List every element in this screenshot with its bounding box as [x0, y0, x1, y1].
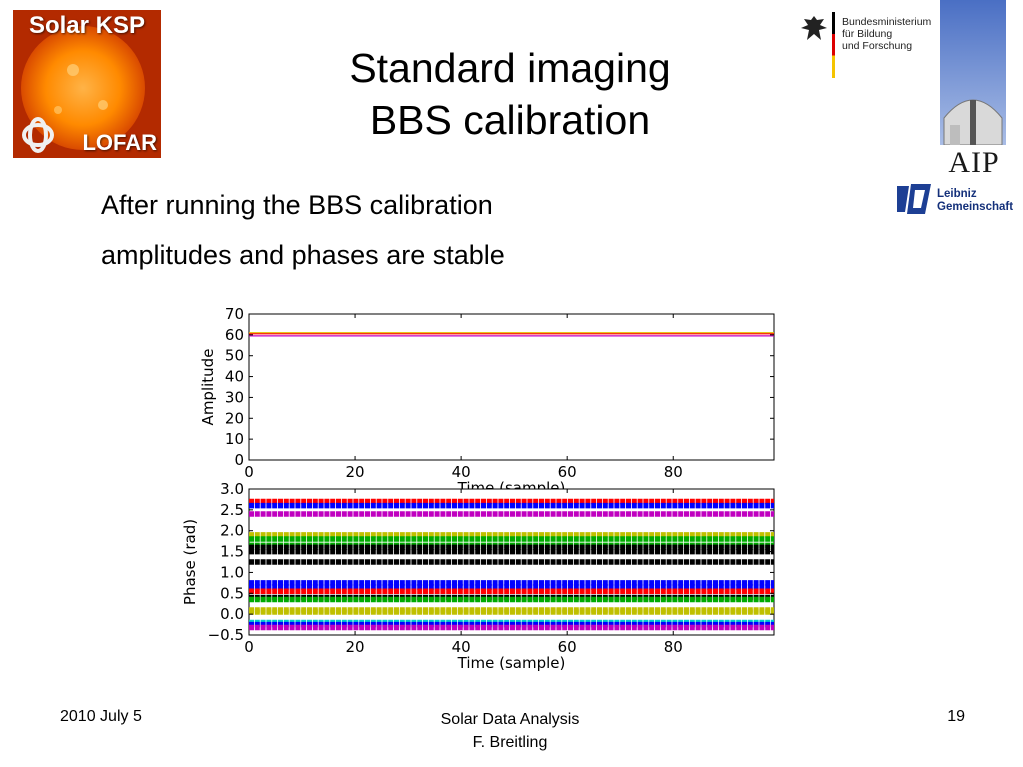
- x-tick-label: 40: [452, 638, 471, 656]
- title-line-1: Standard imaging: [349, 45, 671, 91]
- footer-page-number: 19: [947, 708, 965, 725]
- x-tick-label: 60: [558, 463, 577, 481]
- x-tick-label: 60: [558, 638, 577, 656]
- y-tick-label: 30: [225, 388, 244, 406]
- footer-title: Solar Data Analysis: [440, 711, 580, 728]
- bmbf-line-3: und Forschung: [842, 40, 913, 52]
- body-text-line-2: amplitudes and phases are stable: [101, 240, 505, 270]
- y-tick-label: 50: [225, 347, 244, 365]
- y-tick-label: 2.0: [220, 522, 244, 540]
- y-tick-label: 2.5: [220, 501, 244, 519]
- leibniz-mark-icon: [897, 184, 931, 214]
- title-line-2: BBS calibration: [369, 97, 651, 143]
- y-tick-label: 60: [225, 326, 244, 344]
- x-tick-label: 40: [452, 463, 471, 481]
- x-tick-label: 20: [346, 463, 365, 481]
- plot-area-1: [248, 313, 775, 461]
- sun-image-icon: [13, 10, 161, 158]
- slide-title: Standard imaging BBS calibration: [300, 42, 720, 146]
- y-tick-label: 40: [225, 368, 244, 386]
- footer-date: 2010 July 5: [60, 708, 142, 725]
- logo-subtitle: LOFAR: [82, 130, 157, 155]
- observatory-icon: [940, 0, 1006, 146]
- x-tick-label: 20: [346, 638, 365, 656]
- aip-label: AIP: [948, 146, 1000, 179]
- logo-title: Solar KSP: [28, 12, 146, 39]
- body-text-line-1: After running the BBS calibration: [101, 190, 493, 220]
- bmbf-text: Bundesministerium für Bildung und Forsch…: [842, 16, 931, 52]
- x-tick-label: 80: [664, 463, 683, 481]
- leibniz-line-2: Gemeinschaft: [937, 201, 1014, 213]
- y-tick-label: 20: [225, 409, 244, 427]
- aip-observatory-logo: [940, 0, 1006, 146]
- x-tick-label: 80: [664, 638, 683, 656]
- y-tick-label: 1.5: [220, 543, 244, 561]
- bmbf-line-2: für Bildung: [842, 28, 893, 40]
- y-tick-label: 3.0: [220, 480, 244, 498]
- y-tick-label: 1.0: [220, 563, 244, 581]
- y-tick-label: 0.0: [220, 605, 244, 623]
- x-tick-label: 0: [244, 463, 254, 481]
- y-tick-label: 10: [225, 430, 244, 448]
- y-tick-label: 70: [225, 305, 244, 323]
- y-axis-label: Amplitude: [199, 349, 217, 426]
- solar-ksp-lofar-logo: Solar KSP LOFAR: [13, 10, 161, 158]
- y-tick-label: 0: [234, 451, 244, 469]
- bmbf-logo: Bundesministerium für Bildung und Forsch…: [800, 12, 935, 82]
- y-tick-label: −0.5: [208, 626, 244, 644]
- leibniz-logo: Leibniz Gemeinschaft: [895, 180, 1020, 222]
- eagle-icon: [801, 16, 827, 40]
- footer-center: Solar Data Analysis F. Breitling: [400, 708, 620, 754]
- x-axis-label: Time (sample): [457, 654, 566, 672]
- flag-bar: [832, 12, 835, 78]
- bmbf-line-1: Bundesministerium: [842, 16, 932, 28]
- leibniz-text: Leibniz Gemeinschaft: [937, 188, 1013, 214]
- y-tick-label: 0.5: [220, 584, 244, 602]
- leibniz-line-1: Leibniz: [937, 188, 977, 200]
- y-axis-label: Phase (rad): [181, 519, 199, 605]
- x-tick-label: 0: [244, 638, 254, 656]
- footer-author: F. Breitling: [472, 734, 548, 751]
